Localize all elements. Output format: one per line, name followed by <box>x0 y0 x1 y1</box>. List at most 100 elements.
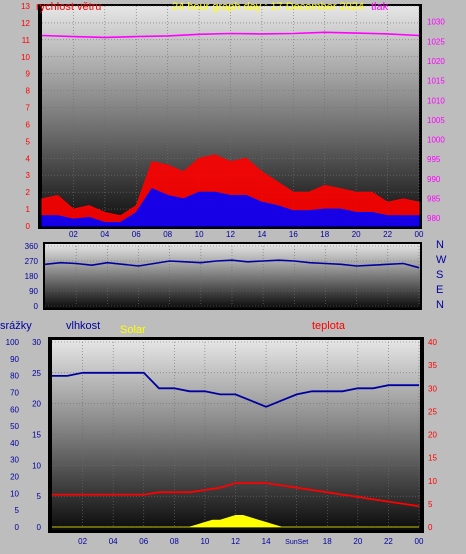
precipitation-tick-label: 10 <box>10 489 19 498</box>
temperature-tick-label: 20 <box>428 431 437 440</box>
humidity-tick-label: 10 <box>32 461 41 470</box>
precipitation-tick-label: 20 <box>10 473 19 482</box>
direction-tick-label: 90 <box>29 287 38 296</box>
temperature-tick-label: 30 <box>428 384 437 393</box>
time-tick-label: 06 <box>132 230 141 239</box>
pressure-tick-label: 1010 <box>427 96 445 105</box>
temperature-line <box>52 482 420 508</box>
precipitation-ticks: 0 5 10 20 30 40 50 60 70 80 90 100 <box>6 338 20 532</box>
wind-speed-tick-label: 6 <box>26 120 31 129</box>
climate-series <box>52 371 420 528</box>
time-tick-label: 08 <box>170 537 179 546</box>
pressure-tick-label: 980 <box>427 214 441 223</box>
wind-speed-tick-label: 3 <box>26 171 31 180</box>
wind-speed-tick-label: 10 <box>21 53 30 62</box>
pressure-tick-label: 1020 <box>427 57 445 66</box>
climate-plot-area <box>52 340 420 530</box>
temperature-tick-label: 5 <box>428 500 433 509</box>
humidity-tick-label: 0 <box>37 523 42 532</box>
precipitation-tick-label: 30 <box>10 456 19 465</box>
pressure-tick-label: 1005 <box>427 116 445 125</box>
humidity-ticks: 0 5 10 15 20 25 30 <box>32 338 41 532</box>
time-tick-label: 06 <box>139 537 148 546</box>
pressure-ticks: 980 985 990 995 1000 1005 1010 1015 1020 1025 1030 <box>427 18 445 223</box>
direction-tick-label: 360 <box>25 242 39 251</box>
wind-speed-tick-label: 8 <box>26 87 31 96</box>
time-tick-label: 00 <box>415 537 424 546</box>
climate-chart: 0 5 10 20 30 40 50 60 70 80 90 100 0 5 10 15 20 25 30 0 5 1… <box>0 320 437 546</box>
compass-label: E <box>436 284 443 296</box>
temperature-tick-label: 15 <box>428 454 437 463</box>
time-tick-label: 22 <box>383 230 392 239</box>
time-tick-label: 00 <box>415 230 424 239</box>
compass-label: W <box>436 254 447 266</box>
wind-speed-axis-title: rychlost větru <box>36 1 101 13</box>
time-tick-label: 18 <box>323 537 332 546</box>
precipitation-tick-label: 70 <box>10 388 19 397</box>
wind-speed-tick-label: 9 <box>26 70 31 79</box>
time-tick-label: 02 <box>78 537 87 546</box>
compass-label: N <box>436 299 444 311</box>
pressure-tick-label: 995 <box>427 155 441 164</box>
time-tick-label: 10 <box>195 230 204 239</box>
time-tick-label: 22 <box>384 537 393 546</box>
temperature-tick-label: 35 <box>428 361 437 370</box>
temperature-tick-label: 10 <box>428 477 437 486</box>
temperature-axis-title: teplota <box>312 320 346 332</box>
solar-area <box>52 515 419 528</box>
solar-axis-title: Solar <box>120 324 146 336</box>
precipitation-tick-label: 100 <box>6 338 20 347</box>
time-tick-label: 04 <box>100 230 109 239</box>
time-tick-label: 04 <box>109 537 118 546</box>
direction-tick-label: 270 <box>25 257 39 266</box>
time-tick-label: 12 <box>231 537 240 546</box>
temperature-tick-label: 0 <box>428 523 433 532</box>
pressure-tick-label: 1015 <box>427 77 445 86</box>
wind-speed-tick-label: 12 <box>21 19 30 28</box>
precipitation-tick-label: 0 <box>15 523 20 532</box>
humidity-tick-label: 20 <box>32 400 41 409</box>
time-tick-label: 16 <box>289 230 298 239</box>
time-tick-label: 18 <box>320 230 329 239</box>
humidity-axis-title: vlhkost <box>66 320 100 332</box>
wind-direction-ticks: 0 90 180 270 360 <box>25 242 39 311</box>
time-tick-label: 02 <box>69 230 78 239</box>
wind-direction-line <box>44 259 420 269</box>
precipitation-axis-title: srážky <box>0 320 32 332</box>
humidity-tick-label: 15 <box>32 431 41 440</box>
wind-direction-series <box>44 259 420 269</box>
time-tick-label: 10 <box>200 537 209 546</box>
wind-speed-tick-label: 13 <box>21 2 30 11</box>
compass-label: S <box>436 269 443 281</box>
pressure-axis-title: tlak <box>371 1 389 13</box>
compass-label: N <box>436 239 444 251</box>
time-tick-label: 08 <box>163 230 172 239</box>
time-tick-label: 14 <box>257 230 266 239</box>
time-tick-label: 12 <box>226 230 235 239</box>
temperature-tick-label: 25 <box>428 407 437 416</box>
climate-x-ticks: 02 04 06 08 10 12 14 SunSet 18 20 22 00 <box>78 537 424 546</box>
chart-title: 24 hour graph day : 17 December 2024 <box>172 1 364 13</box>
temperature-ticks: 0 5 10 15 20 25 30 35 40 <box>428 338 437 532</box>
wind-average-area <box>41 188 420 227</box>
time-tick-label: 20 <box>352 230 361 239</box>
wind-speed-tick-label: 2 <box>26 188 31 197</box>
pressure-tick-label: 990 <box>427 175 441 184</box>
wind-pressure-series <box>41 31 420 227</box>
wind-speed-tick-label: 7 <box>26 104 31 113</box>
humidity-line <box>52 371 419 408</box>
wind-speed-tick-label: 4 <box>26 154 31 163</box>
pressure-line <box>41 31 420 39</box>
wind-speed-tick-label: 1 <box>26 205 31 214</box>
wind-direction-grid <box>45 245 420 307</box>
direction-tick-label: 0 <box>34 302 39 311</box>
humidity-tick-label: 5 <box>37 492 42 501</box>
precipitation-tick-label: 5 <box>15 506 20 515</box>
wind-speed-tick-label: 5 <box>26 137 31 146</box>
humidity-tick-label: 30 <box>32 338 41 347</box>
